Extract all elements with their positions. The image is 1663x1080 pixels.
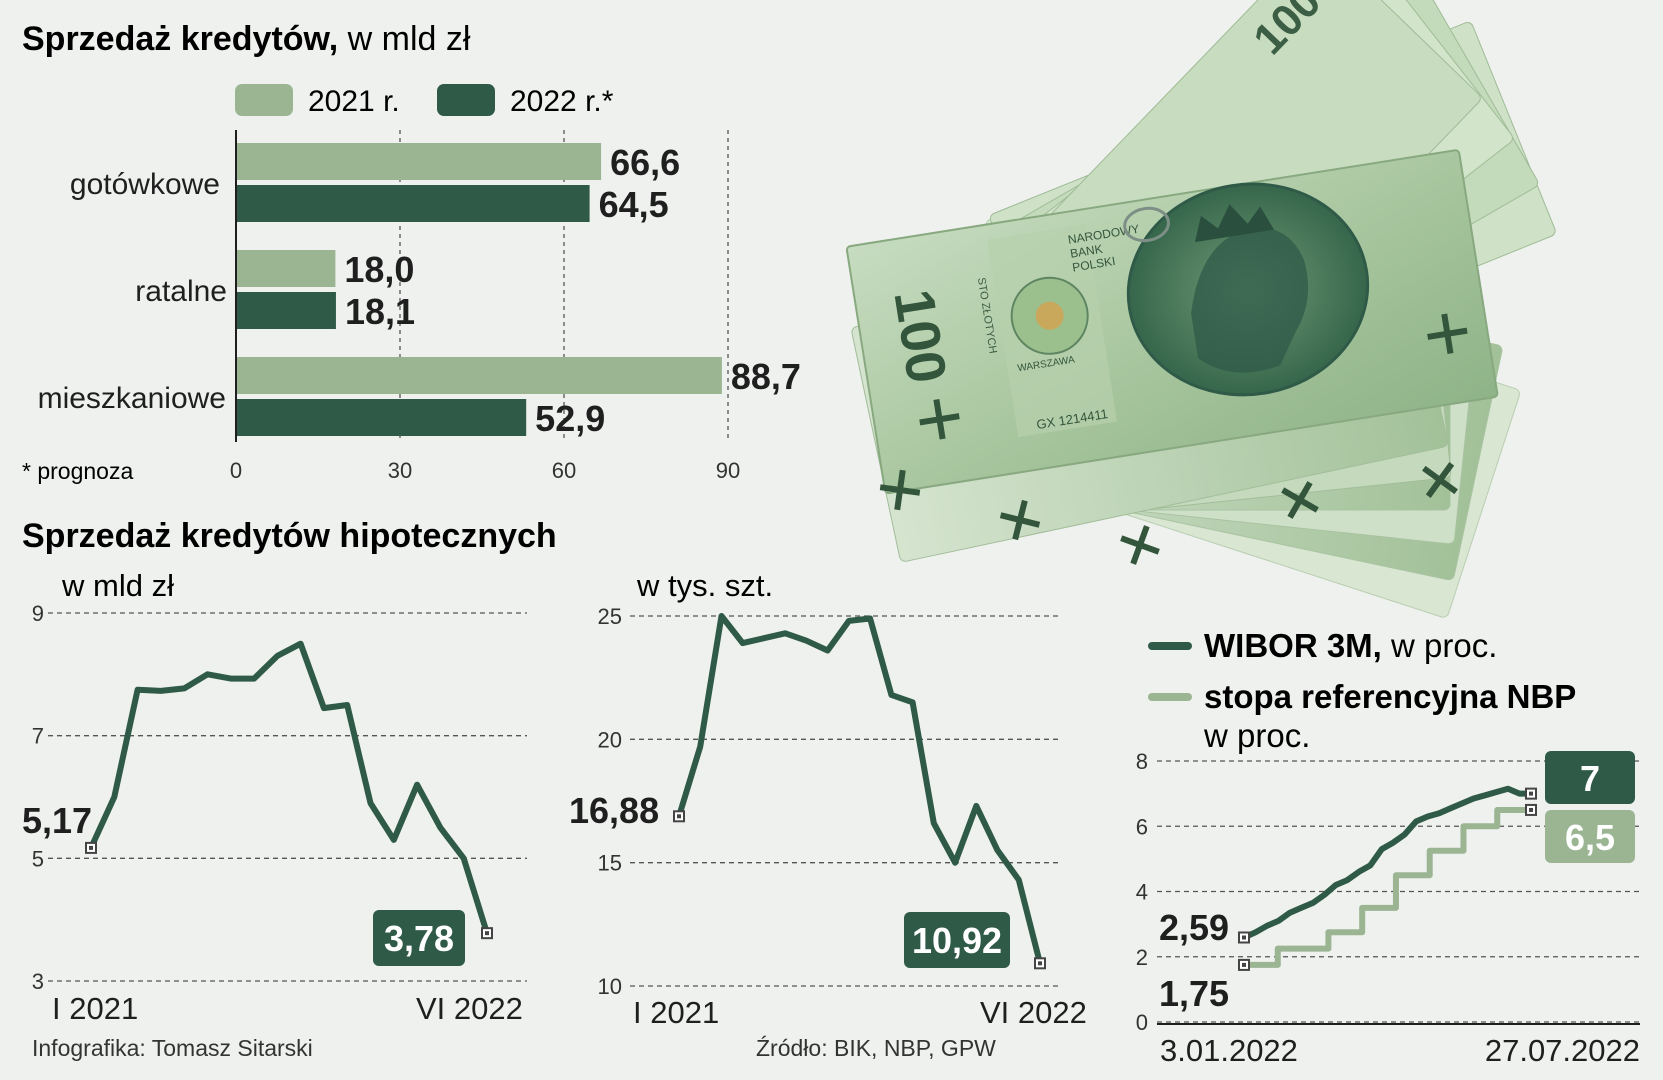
wibor-chart: WIBOR 3M, w proc. stopa referencyjna NBP… — [1136, 627, 1640, 1068]
line-nbp-rate — [1241, 806, 1534, 968]
y-tick-label: 6 — [1136, 814, 1148, 839]
wibor-start-label: 2,59 — [1159, 907, 1229, 948]
y-tick-label: 5 — [32, 846, 44, 871]
wibor-end-label: 7 — [1580, 758, 1600, 799]
end-value-box — [373, 910, 465, 966]
bar-value-label: 66,6 — [610, 142, 680, 183]
legend-label-2021: 2021 r. — [308, 85, 400, 118]
bar-value-label: 18,1 — [345, 291, 415, 332]
mortgage-charts: Sprzedaż kredytów hipotecznych w mld zł … — [22, 517, 1087, 1030]
start-value-label: 16,88 — [569, 790, 659, 831]
x-label-start: 3.01.2022 — [1160, 1033, 1298, 1068]
x-label-end: 27.07.2022 — [1485, 1033, 1640, 1068]
mortgage-right-unit: w tys. szt. — [636, 568, 773, 603]
bar — [237, 399, 527, 436]
nbp-end-label: 6,5 — [1565, 817, 1615, 858]
endpoint-marker-dot — [1038, 961, 1042, 966]
legend-label-2022: 2022 r.* — [510, 85, 614, 118]
bar-x-tick-label: 0 — [230, 458, 242, 483]
footnote: * prognoza — [22, 458, 133, 484]
bar-x-tick-label: 60 — [552, 458, 576, 483]
x-label-start: I 2021 — [633, 995, 719, 1030]
endpoint-marker-dot — [1529, 807, 1533, 812]
wibor-end-box — [1545, 751, 1635, 804]
bar-value-label: 18,0 — [344, 249, 414, 290]
legend-label-wibor: WIBOR 3M, — [1204, 627, 1382, 664]
y-tick-label: 9 — [32, 601, 44, 626]
bar-value-label: 52,9 — [535, 398, 605, 439]
bar-category-label: gotówkowe — [70, 168, 220, 201]
svg-text:BANK: BANK — [1069, 242, 1103, 261]
start-value-label: 5,17 — [22, 800, 92, 841]
y-tick-label: 8 — [1136, 749, 1148, 774]
nbp-start-label: 1,75 — [1159, 973, 1229, 1014]
line-tys-szt — [676, 613, 1043, 967]
bar — [237, 250, 336, 287]
bar-x-tick-label: 90 — [716, 458, 740, 483]
mortgage-title: Sprzedaż kredytów hipotecznych — [22, 517, 557, 555]
y-tick-label: 25 — [598, 604, 622, 629]
endpoint-marker-dot — [1242, 962, 1246, 967]
svg-text:WIBOR 3M, w proc.: WIBOR 3M, w proc. — [1204, 627, 1497, 664]
bar-chart-title: Sprzedaż kredytów, — [22, 20, 338, 58]
legend-unit: w proc. — [1203, 717, 1310, 754]
bar-chart-title-unit: w mld zł — [338, 20, 471, 58]
bar — [237, 357, 722, 394]
bar — [237, 292, 336, 329]
line-mld-zl — [88, 640, 490, 937]
nbp-end-box — [1545, 810, 1635, 863]
banknotes-100-pln-image: 100 100 100 100 100 STO ZŁOTYCH NARODOWY… — [845, 0, 1556, 618]
bar-value-label: 64,5 — [599, 184, 669, 225]
line-wibor-3m — [1241, 785, 1534, 941]
svg-text:POLSKI: POLSKI — [1071, 254, 1116, 275]
y-tick-label: 20 — [598, 727, 622, 752]
bar — [237, 143, 602, 180]
x-label-end: VI 2022 — [416, 991, 523, 1026]
y-tick-label: 2 — [1136, 945, 1148, 970]
svg-text:100: 100 — [882, 285, 959, 387]
legend-swatch-2022 — [437, 84, 495, 116]
x-label-start: I 2021 — [52, 991, 138, 1026]
legend-label-wibor-unit: w proc. — [1382, 627, 1498, 664]
svg-text:Sprzedaż kredytów, w mld zł: Sprzedaż kredytów, w mld zł — [22, 20, 471, 58]
endpoint-marker-dot — [1242, 935, 1246, 940]
source-credit: Źródło: BIK, NBP, GPW — [756, 1035, 996, 1061]
endpoint-marker-dot — [89, 845, 93, 850]
legend-label-nbp: stopa referencyjna NBP — [1204, 678, 1576, 715]
mortgage-left-unit: w mld zł — [61, 568, 174, 603]
legend-swatch-2021 — [235, 84, 293, 116]
y-tick-label: 0 — [1136, 1010, 1148, 1035]
y-tick-label: 3 — [32, 969, 44, 994]
y-tick-label: 15 — [598, 851, 622, 876]
endpoint-marker-dot — [677, 814, 681, 819]
y-tick-label: 10 — [598, 974, 622, 999]
bar-category-label: ratalne — [135, 275, 227, 308]
author-credit: Infografika: Tomasz Sitarski — [32, 1035, 313, 1061]
bar — [237, 185, 590, 222]
bar-chart: Sprzedaż kredytów, w mld zł 2021 r. 2022… — [22, 20, 801, 484]
bar-value-label: 88,7 — [731, 356, 801, 397]
end-value-label: 10,92 — [912, 920, 1002, 961]
bar-category-label: mieszkaniowe — [38, 382, 226, 415]
bar-x-tick-label: 30 — [388, 458, 412, 483]
end-value-label: 3,78 — [384, 918, 454, 959]
x-label-end: VI 2022 — [980, 995, 1087, 1030]
endpoint-marker-dot — [1529, 791, 1533, 796]
endpoint-marker-dot — [485, 931, 489, 936]
y-tick-label: 7 — [32, 724, 44, 749]
y-tick-label: 4 — [1136, 880, 1148, 905]
end-value-box — [904, 912, 1010, 968]
